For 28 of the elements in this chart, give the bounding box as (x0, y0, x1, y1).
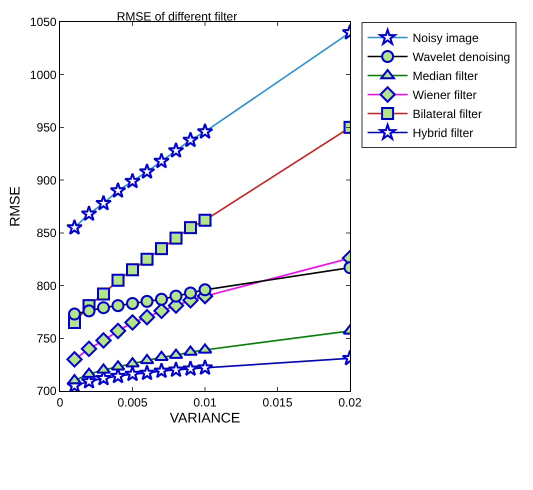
legend-label: Median filter (412, 69, 478, 84)
x-axis-title: VARIANCE (170, 409, 240, 426)
legend-label: Bilateral filter (412, 107, 482, 122)
y-tick-label: 1000 (30, 68, 57, 82)
y-tick-label: 700 (36, 384, 57, 398)
y-tick-label: 750 (36, 331, 57, 346)
x-tick-label: 0.005 (117, 395, 148, 410)
x-tick-label: 0.015 (262, 395, 293, 410)
x-tick-label: 0.01 (193, 395, 217, 410)
y-tick-label: 850 (36, 226, 57, 240)
point (138, 364, 156, 380)
y-axis-title: RMSE (6, 186, 22, 227)
legend-label: Wavelet denoising (412, 50, 510, 64)
x-tick-label: 0.02 (338, 395, 362, 410)
y-tick-label: 800 (36, 278, 57, 293)
y-tick-label: 950 (36, 120, 57, 135)
point (182, 360, 199, 376)
legend-label: Noisy image (412, 31, 479, 46)
legend-label: Wiener filter (412, 88, 477, 102)
point (153, 362, 170, 378)
y-tick-label: 1050 (30, 15, 57, 30)
point (196, 359, 214, 376)
point (124, 365, 141, 382)
point (168, 361, 184, 378)
y-tick-label: 900 (36, 173, 57, 188)
x-tick-label: 0 (56, 395, 64, 410)
chart-title: RMSE of different filter (116, 10, 238, 24)
legend-label: Hybrid filter (412, 126, 474, 140)
